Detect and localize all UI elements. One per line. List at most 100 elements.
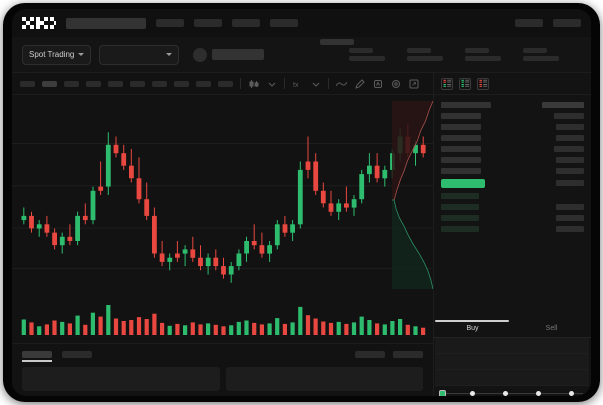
timeframe-1[interactable] — [20, 80, 35, 87]
stat-4-label — [523, 48, 547, 53]
orderbook-bid-row[interactable] — [441, 201, 584, 212]
bottom-panel-actions — [355, 350, 423, 358]
stat-2-value — [407, 56, 443, 61]
candlestick-chart[interactable] — [12, 95, 433, 295]
global-search-input[interactable] — [66, 17, 146, 29]
volume-svg — [21, 305, 426, 335]
okx-logo-icon[interactable] — [22, 17, 56, 30]
orderbook-ask-row[interactable] — [441, 121, 584, 132]
nav-right-1[interactable] — [515, 19, 543, 27]
bottom-tab-2[interactable] — [62, 350, 92, 358]
stat-2-label — [407, 48, 431, 53]
tab-sell[interactable]: Sell — [545, 325, 558, 332]
order-form: Buy Sell — [433, 320, 591, 396]
timeframe-2[interactable] — [42, 80, 57, 87]
fullscreen-icon[interactable] — [408, 78, 419, 89]
orderbook-ask-row[interactable] — [441, 143, 584, 154]
chart-toolbar: fx — [12, 73, 433, 95]
stat-4 — [523, 48, 581, 61]
nav-item-4[interactable] — [270, 19, 298, 27]
timeframe-3[interactable] — [64, 80, 79, 87]
last-price-block — [320, 39, 354, 45]
slider-step-75[interactable] — [536, 390, 541, 396]
timeframe-7[interactable] — [152, 80, 167, 87]
toolbar-divider — [240, 78, 241, 89]
orderbook-both-icon[interactable] — [441, 77, 453, 90]
bid-size — [556, 203, 584, 210]
bottom-card-1[interactable] — [22, 367, 220, 391]
ticker-bar: Spot Trading — [12, 37, 591, 73]
bottom-card-2[interactable] — [225, 367, 423, 391]
amount-field[interactable] — [435, 354, 589, 370]
orderbook-bid-row[interactable] — [441, 190, 584, 201]
orderbook-ask-row[interactable] — [441, 110, 584, 121]
ask-size — [556, 156, 584, 163]
stat-1-value — [349, 56, 385, 61]
slider-track — [441, 392, 583, 394]
bottom-tab-1[interactable] — [22, 350, 52, 358]
magnet-icon[interactable] — [372, 78, 383, 89]
bottom-action-1[interactable] — [355, 350, 385, 358]
orderbook-ask-row[interactable] — [441, 165, 584, 176]
timeframe-8[interactable] — [174, 80, 189, 87]
timeframe-5[interactable] — [108, 80, 123, 87]
bottom-action-2[interactable] — [393, 350, 423, 358]
timeframe-9[interactable] — [196, 80, 211, 87]
nav-item-3[interactable] — [232, 19, 260, 27]
total-field[interactable] — [435, 370, 589, 386]
settings-icon[interactable] — [390, 78, 401, 89]
timeframe-6[interactable] — [130, 80, 145, 87]
stat-1 — [349, 48, 407, 61]
orderbook-ask-row[interactable] — [441, 154, 584, 165]
ask-size — [556, 123, 584, 130]
active-tab-underline — [435, 320, 509, 322]
nav-item-1[interactable] — [156, 19, 184, 27]
nav-item-2[interactable] — [194, 19, 222, 27]
slider-step-50[interactable] — [503, 390, 508, 396]
orderbook-display-modes — [434, 73, 591, 95]
depth-chart-svg — [392, 100, 434, 290]
orderbook-bid-row[interactable] — [441, 223, 584, 234]
tab-buy[interactable]: Buy — [466, 325, 479, 332]
spread-price — [441, 178, 485, 188]
ask-price — [441, 123, 481, 130]
orderbook-ask-row[interactable] — [441, 132, 584, 143]
chevron-down-icon — [166, 53, 173, 56]
slider-step-25[interactable] — [470, 390, 475, 396]
ask-price — [441, 134, 481, 141]
stat-3-label — [465, 48, 489, 53]
orderbook-bid-row[interactable] — [441, 212, 584, 223]
stat-3 — [465, 48, 523, 61]
ask-size — [554, 145, 584, 152]
volume-histogram[interactable] — [12, 295, 433, 343]
amount-percent-slider[interactable] — [439, 387, 585, 396]
stat-4-value — [523, 56, 559, 61]
depth-chart-overlay — [390, 97, 437, 295]
top-navigation-bar — [12, 9, 591, 37]
chevron-down-icon[interactable] — [310, 78, 321, 89]
ticker-stats — [349, 48, 581, 61]
nav-right-2[interactable] — [553, 19, 581, 27]
indicator-icon[interactable]: fx — [292, 78, 303, 89]
orderbook-bids-icon[interactable] — [459, 77, 471, 90]
price-field[interactable] — [435, 338, 589, 354]
ask-size — [556, 134, 584, 141]
chevron-down-icon[interactable] — [266, 78, 277, 89]
toolbar-divider — [284, 78, 285, 89]
bid-price — [441, 214, 479, 221]
market-type-selector[interactable]: Spot Trading — [22, 44, 92, 65]
orderbook-asks-icon[interactable] — [477, 77, 489, 90]
bid-price — [441, 192, 479, 199]
slider-step-0[interactable] — [439, 389, 446, 396]
pencil-icon[interactable] — [354, 78, 365, 89]
stat-1-label — [349, 48, 373, 53]
line-tool-icon[interactable] — [336, 78, 347, 89]
market-type-label: Spot Trading — [29, 50, 75, 59]
candlestick-chart-icon[interactable] — [248, 78, 259, 89]
timeframe-10[interactable] — [218, 80, 233, 87]
timeframe-4[interactable] — [86, 80, 101, 87]
trading-pair-selector[interactable] — [99, 44, 180, 65]
orderbook-spread-row[interactable] — [441, 176, 584, 190]
stat-3-value — [465, 56, 501, 61]
slider-step-100[interactable] — [569, 390, 574, 396]
